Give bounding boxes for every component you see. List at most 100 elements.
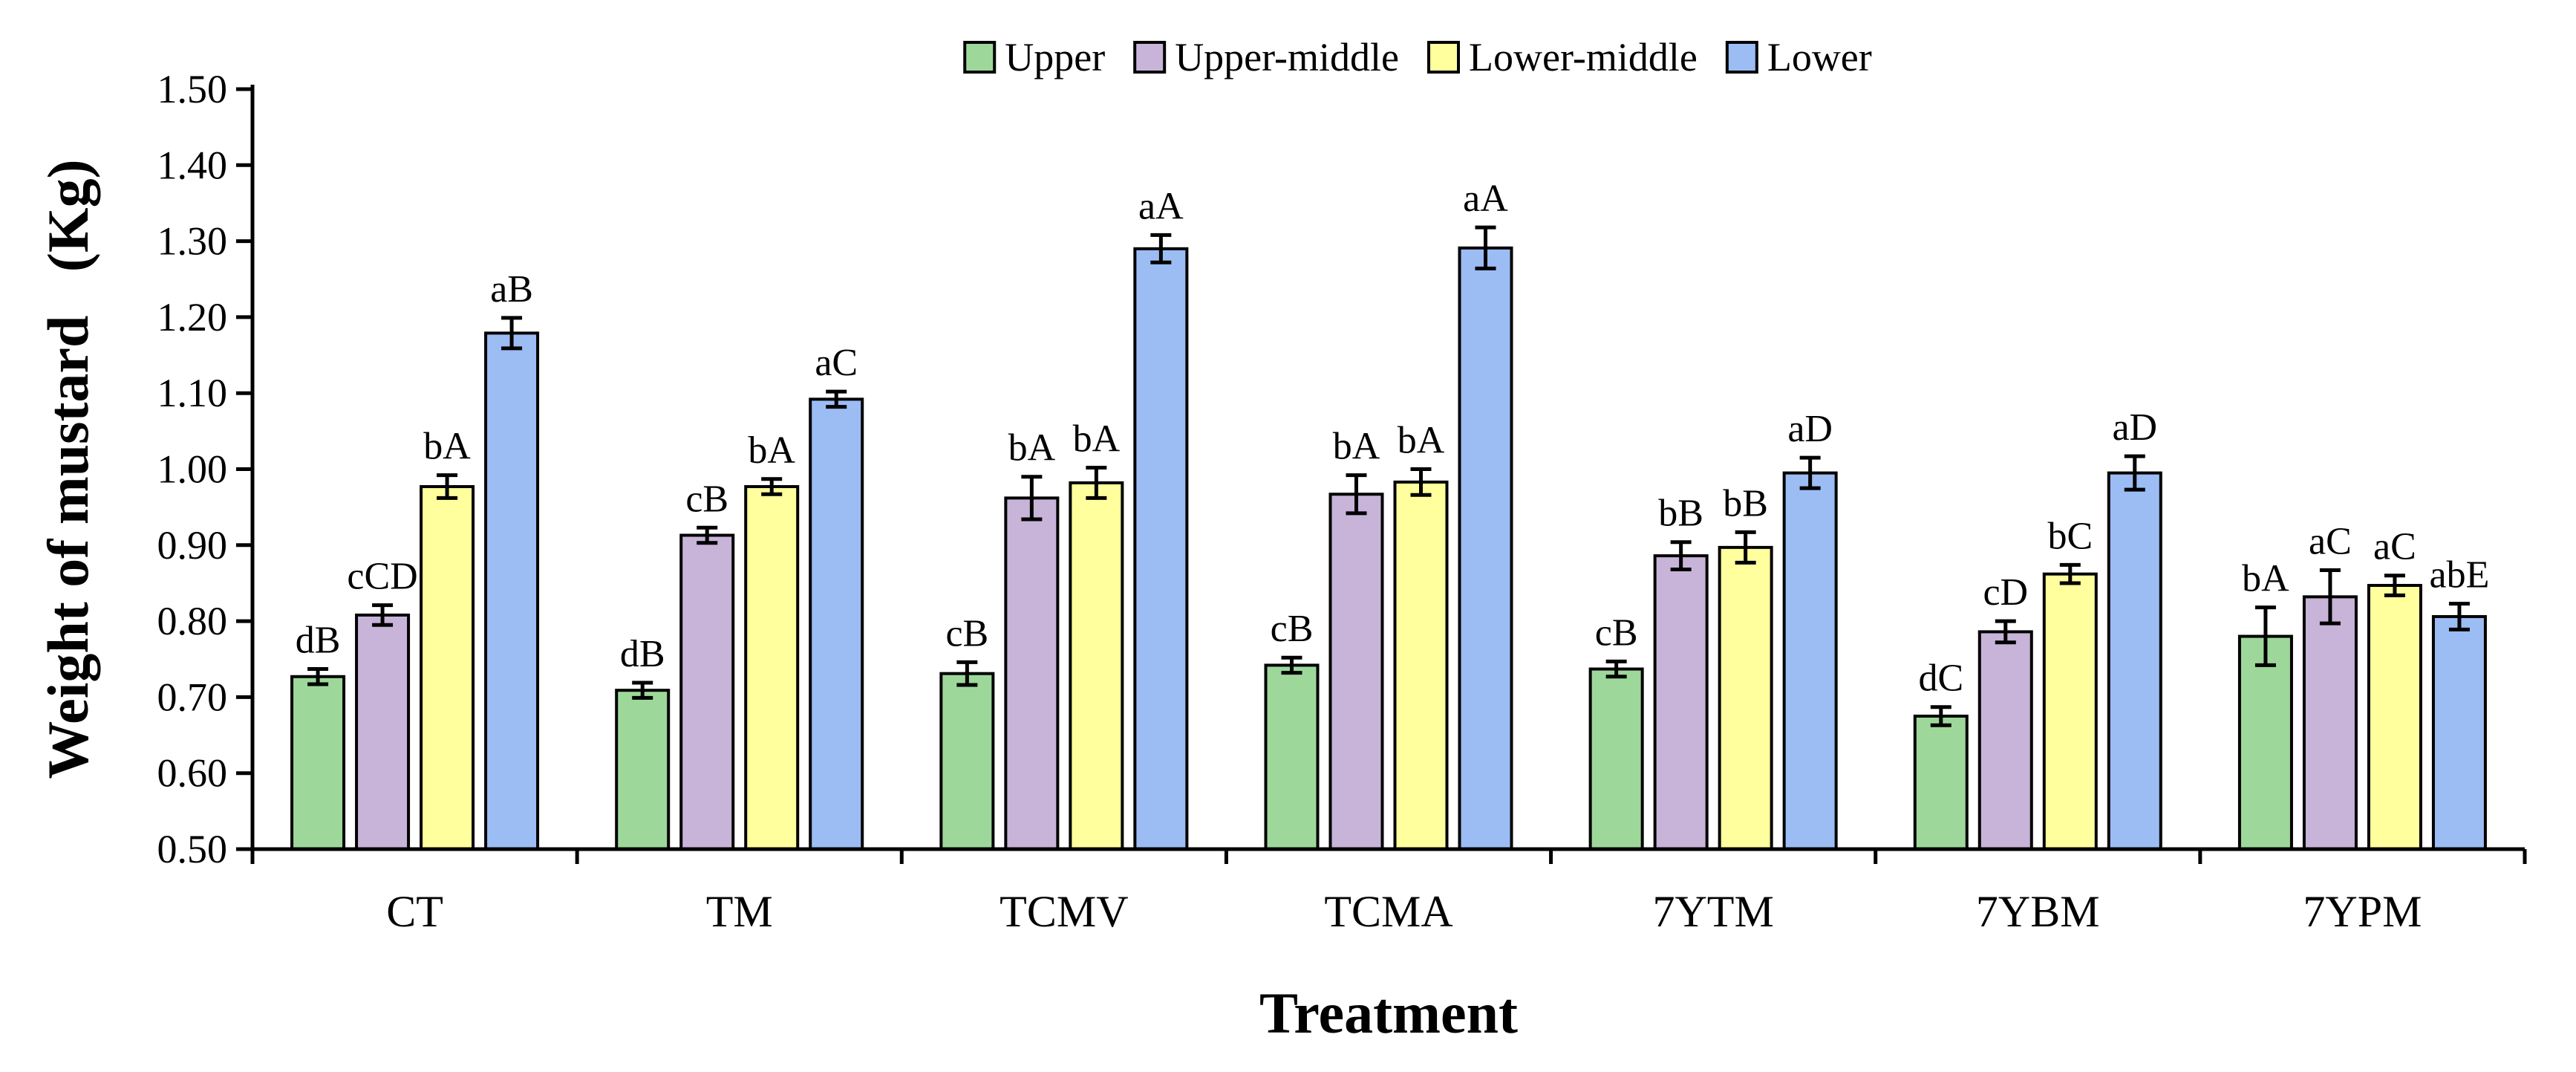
error-bar [1150,233,1172,264]
error-bar [956,660,978,687]
error-bar [826,389,847,409]
data-label: dC [1918,657,1963,700]
data-label: aC [2373,526,2416,568]
bar [744,485,800,851]
error-bar [501,316,523,351]
bar [355,613,411,851]
y-tick-label: 0.80 [157,599,228,643]
data-label: bA [1333,426,1380,468]
data-label: aA [1138,185,1184,227]
bar [1264,663,1320,851]
error-bar [1346,473,1367,516]
bar [2042,572,2098,851]
data-label: bB [1723,482,1768,524]
bars: dB dB cB cB cB dC bA cCD cB bA bA bB cD aC bA bA bA bA bB b… [290,178,2490,851]
data-label: bA [1398,420,1445,462]
data-label: aD [1787,408,1833,450]
x-tick-label: 7YTM [1652,887,1773,936]
y-tick-label: 1.20 [157,295,228,340]
data-label: bA [423,426,471,468]
bar [1393,480,1449,851]
data-label: cCD [347,556,417,598]
error-bar [1410,467,1432,497]
data-label: cD [1983,571,2028,614]
bar [2431,614,2487,851]
data-label: dB [620,633,665,675]
data-label: cB [685,478,728,520]
y-tick-label: 1.30 [157,219,228,264]
bar [2367,584,2422,851]
data-label: cB [1595,611,1638,654]
error-bar [1930,705,1951,727]
legend-label: Lower-middle [1469,35,1698,79]
legend-swatch [963,41,997,74]
error-bar [1799,455,1821,490]
error-bar [2059,562,2081,585]
x-axis-title: Treatment [1259,981,1518,1045]
error-bar [1281,655,1302,675]
y-tick-label: 1.50 [157,67,228,111]
error-bar [2319,568,2341,626]
y-tick-label: 1.00 [157,447,228,492]
error-bar [1086,465,1107,500]
bar [1913,714,1969,851]
legend-item: Lower-middle [1427,35,1698,79]
legend-item: Upper [963,35,1105,79]
bar [1458,246,1513,851]
error-bar [761,477,783,496]
error-bar [1605,659,1627,679]
x-tick-label: TCMV [1000,887,1128,936]
data-label: aD [2112,406,2157,449]
error-bar [1735,530,1756,565]
error-bar [1995,619,2016,645]
data-label: bA [1008,427,1056,470]
x-tick-label: 7YBM [1976,887,2100,936]
bar [290,675,346,851]
y-tick-label: 0.50 [157,827,228,871]
data-label: bA [1073,418,1121,460]
data-label: aC [2309,521,2352,563]
legend-item: Upper-middle [1133,35,1399,79]
data-label: dB [296,620,341,662]
x-tick-label: CT [386,887,443,936]
error-bar [2124,454,2145,492]
error-bar [697,525,718,545]
bar [1588,667,1644,851]
legend-label: Upper [1005,35,1105,79]
bar [939,672,995,851]
x-axis-ticks: CT TM TCMV TCMA 7YTM 7YBM 7YPM [250,849,2527,936]
data-label: cB [1271,608,1314,650]
bar [1977,630,2033,851]
y-axis-title: Weight of mustard (Kg) [36,159,100,779]
x-tick-label: TM [706,887,773,936]
bar [2237,634,2293,851]
bar [615,689,671,851]
legend-swatch [1725,41,1758,74]
y-tick-label: 0.70 [157,675,228,719]
error-bar [632,680,653,700]
bar [2107,471,2162,851]
error-bar [1475,225,1496,270]
bar [1004,496,1060,851]
bar [420,485,475,851]
data-label: aA [1463,178,1508,220]
bar [809,397,864,851]
y-axis-ticks: 0.50 0.60 0.70 0.80 0.90 1.00 1.10 1.20 1.30 1.40… [157,67,252,871]
error-bar [437,473,458,500]
bar [679,533,735,851]
data-label: abE [2430,554,2490,597]
bar [2302,595,2358,851]
bar [1782,471,1838,851]
bar [1653,554,1709,851]
error-bar [372,603,394,627]
bar [1718,545,1773,851]
bar [484,331,540,851]
legend: Upper Upper-middle Lower-middle Lower [963,35,1872,79]
data-label: bB [1658,493,1703,535]
error-bar [1021,475,1043,522]
legend-swatch [1133,41,1167,74]
data-label: bC [2047,515,2093,557]
data-label: cB [945,612,988,654]
legend-label: Upper-middle [1175,35,1399,79]
